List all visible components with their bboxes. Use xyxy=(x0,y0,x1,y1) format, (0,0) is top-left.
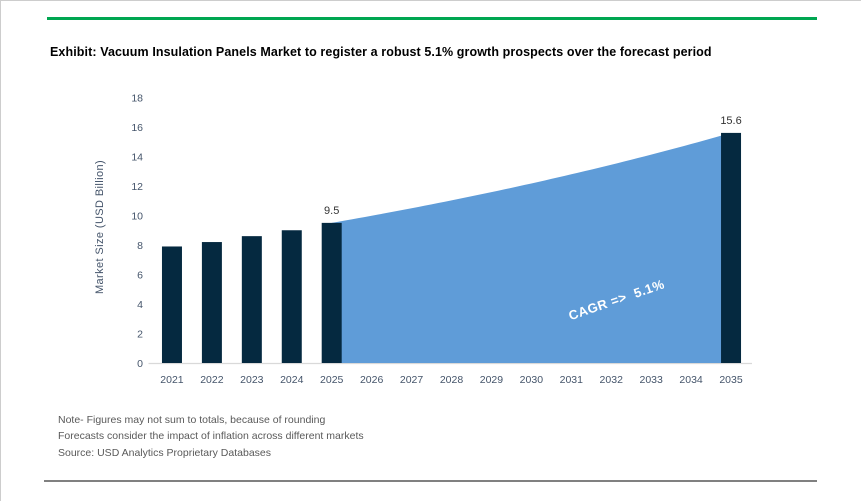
historical-market-size-2021 xyxy=(161,246,182,363)
page-title: Exhibit: Vacuum Insulation Panels Market… xyxy=(50,45,712,59)
footnote-inflation: Forecasts consider the impact of inflati… xyxy=(58,430,364,443)
y-tick-label-6: 6 xyxy=(137,269,143,281)
y-tick-label-4: 4 xyxy=(137,299,143,311)
data-label-2035: 15.6 xyxy=(720,115,741,127)
x-tick-label-2028: 2028 xyxy=(440,374,464,386)
y-tick-label-16: 16 xyxy=(131,122,143,134)
data-label-2025: 9.5 xyxy=(324,205,339,217)
y-tick-label-0: 0 xyxy=(137,358,143,370)
y-tick-label-14: 14 xyxy=(131,151,143,163)
forecast-end-bar-2035 xyxy=(721,132,742,363)
x-tick-label-2023: 2023 xyxy=(240,374,264,386)
footer-divider xyxy=(44,480,817,482)
y-tick-label-8: 8 xyxy=(137,240,143,252)
y-tick-label-2: 2 xyxy=(137,328,143,340)
market-size-chart: 0 2 4 6 8 10 12 14 16 18 Market Size (USD Billion)… xyxy=(94,92,752,386)
x-tick-label-2034: 2034 xyxy=(679,374,703,386)
header-accent-line xyxy=(47,17,817,20)
x-tick-label-2035: 2035 xyxy=(719,374,743,386)
chart-footnotes: Note- Figures may not sum to totals, bec… xyxy=(58,412,364,461)
x-tick-label-2021: 2021 xyxy=(160,374,184,386)
x-tick-label-2024: 2024 xyxy=(280,374,304,386)
y-tick-label-10: 10 xyxy=(131,210,143,222)
footnote-rounding: Note- Figures may not sum to totals, bec… xyxy=(58,414,326,426)
historical-market-size-2025 xyxy=(321,222,342,363)
y-tick-label-18: 18 xyxy=(131,92,143,104)
footnote-source: Source: USD Analytics Proprietary Databa… xyxy=(58,446,272,459)
historical-market-size-2022 xyxy=(201,242,222,363)
y-tick-label-12: 12 xyxy=(131,181,143,193)
y-axis-title: Market Size (USD Billion) xyxy=(94,160,106,294)
x-tick-label-2026: 2026 xyxy=(360,374,384,386)
forecast-area xyxy=(331,132,732,363)
x-tick-label-2025: 2025 xyxy=(320,374,344,386)
x-tick-label-2031: 2031 xyxy=(560,374,584,386)
historical-market-size-2023 xyxy=(241,236,262,363)
historical-market-size-2024 xyxy=(281,230,302,363)
x-tick-label-2032: 2032 xyxy=(600,374,624,386)
x-tick-label-2030: 2030 xyxy=(520,374,544,386)
x-tick-label-2029: 2029 xyxy=(480,374,504,386)
x-tick-label-2022: 2022 xyxy=(200,374,224,386)
x-tick-label-2027: 2027 xyxy=(400,374,424,386)
x-tick-label-2033: 2033 xyxy=(639,374,663,386)
